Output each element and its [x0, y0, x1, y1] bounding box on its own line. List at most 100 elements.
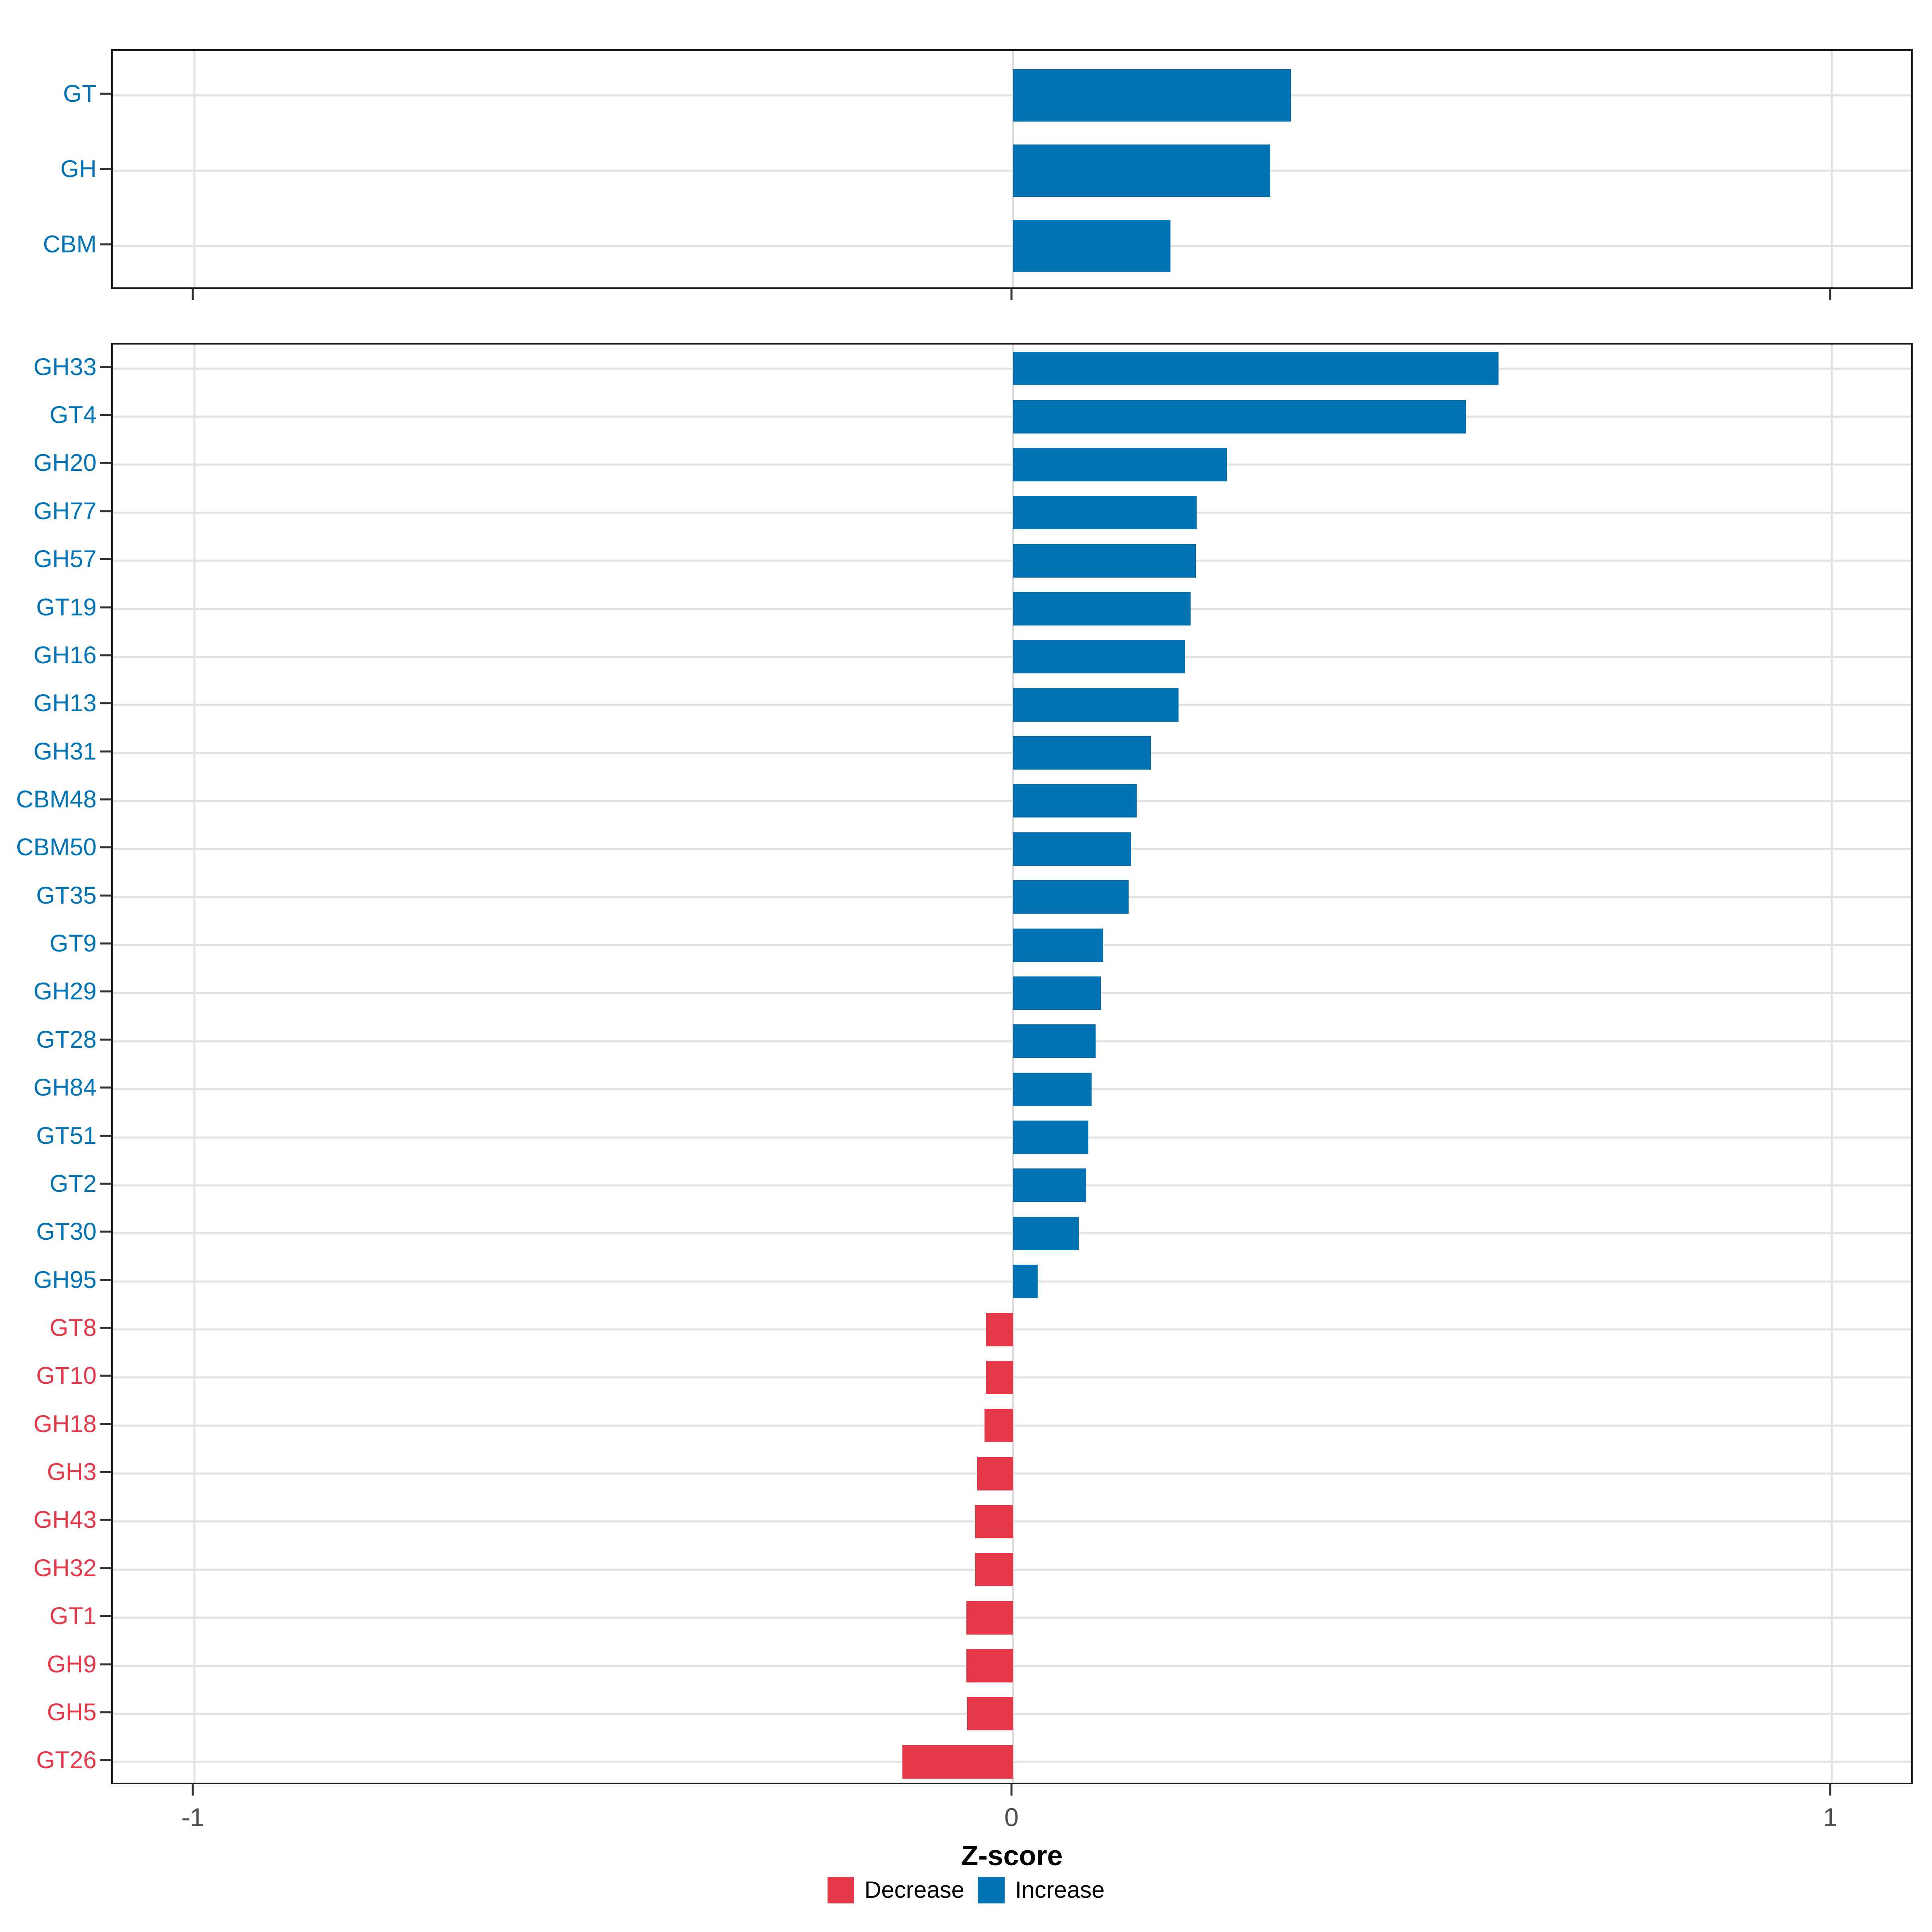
- y-tick-GH: [100, 168, 111, 170]
- row-label-GH: GH: [60, 155, 97, 182]
- gridline-row-GT35: [113, 896, 1911, 898]
- gridline-row-GT9: [113, 944, 1911, 946]
- bar-GT2: [1013, 1168, 1086, 1202]
- gridline-x-0: [1012, 345, 1014, 1783]
- bar-GH33: [1013, 352, 1499, 386]
- row-label-CBM: CBM: [43, 231, 97, 258]
- gridline-row-GH20: [113, 463, 1911, 466]
- row-label-GT19: GT19: [36, 593, 97, 621]
- row-label-CBM50: CBM50: [16, 834, 97, 861]
- row-label-GH32: GH32: [33, 1554, 97, 1581]
- row-label-GT35: GT35: [36, 881, 97, 909]
- row-label-GT10: GT10: [36, 1362, 97, 1389]
- gridline-row-GH31: [113, 752, 1911, 754]
- chart-legend: Decrease Increase: [0, 1877, 1932, 1903]
- y-tick-GT4: [100, 414, 111, 416]
- row-label-GH3: GH3: [47, 1458, 97, 1486]
- bar-GT26: [902, 1745, 1013, 1779]
- y-tick-GT26: [100, 1759, 111, 1761]
- y-tick-GT8: [100, 1327, 111, 1329]
- y-tick-GH13: [100, 702, 111, 704]
- bar-GH13: [1013, 688, 1179, 722]
- row-label-GH43: GH43: [33, 1506, 97, 1534]
- gridline-row-GH95: [113, 1280, 1911, 1283]
- bar-GT28: [1013, 1024, 1096, 1058]
- gridline-row-GH29: [113, 992, 1911, 994]
- row-label-GH33: GH33: [33, 353, 97, 380]
- bar-GH16: [1013, 640, 1185, 674]
- bar-GH57: [1013, 544, 1196, 578]
- top-panel: [111, 49, 1913, 289]
- x-tick-label-0: 0: [1004, 1803, 1019, 1832]
- bar-GH31: [1013, 736, 1151, 770]
- bar-GH29: [1013, 976, 1101, 1010]
- y-tick-GT10: [100, 1375, 111, 1377]
- bar-GH9: [966, 1649, 1013, 1683]
- row-label-GH18: GH18: [33, 1410, 97, 1437]
- gridline-row-GT30: [113, 1232, 1911, 1234]
- bar-CBM48: [1013, 784, 1137, 818]
- x-tick-bottom-1: [1829, 1784, 1831, 1796]
- row-label-GT4: GT4: [50, 401, 97, 429]
- y-tick-GT30: [100, 1230, 111, 1233]
- row-label-GH5: GH5: [47, 1698, 97, 1726]
- y-tick-GH33: [100, 366, 111, 368]
- row-label-GT28: GT28: [36, 1026, 97, 1053]
- bar-CBM: [1013, 220, 1170, 272]
- y-tick-GT9: [100, 942, 111, 945]
- y-tick-GT35: [100, 894, 111, 897]
- bar-GT10: [986, 1360, 1013, 1394]
- gridline-row-GT4: [113, 415, 1911, 418]
- y-tick-GH57: [100, 558, 111, 560]
- row-label-GT1: GT1: [50, 1602, 97, 1630]
- gridline-row-GT19: [113, 608, 1911, 610]
- gridline-row-GT: [113, 94, 1911, 97]
- y-tick-GT1: [100, 1615, 111, 1617]
- gridline-row-GH13: [113, 704, 1911, 706]
- bar-CBM50: [1013, 832, 1131, 866]
- gridline-row-GH77: [113, 512, 1911, 514]
- y-tick-GH95: [100, 1279, 111, 1281]
- x-axis-title: Z-score: [961, 1840, 1063, 1871]
- row-label-CBM48: CBM48: [16, 785, 97, 813]
- y-tick-GH3: [100, 1471, 111, 1473]
- row-label-GT2: GT2: [50, 1170, 97, 1197]
- gridline-row-CBM: [113, 245, 1911, 247]
- y-tick-GT: [100, 93, 111, 95]
- bar-GH95: [1013, 1265, 1038, 1298]
- row-label-GH29: GH29: [33, 978, 97, 1005]
- y-tick-GT2: [100, 1183, 111, 1185]
- bar-GT: [1013, 69, 1291, 122]
- y-tick-GH16: [100, 654, 111, 656]
- y-tick-GT51: [100, 1135, 111, 1137]
- bar-GT51: [1013, 1121, 1089, 1154]
- gridline-x-1: [1831, 51, 1833, 287]
- legend-swatch-increase: [978, 1877, 1005, 1903]
- row-label-GH95: GH95: [33, 1266, 97, 1293]
- y-tick-GT19: [100, 606, 111, 609]
- legend-item-decrease: Decrease: [827, 1877, 964, 1903]
- y-tick-GH18: [100, 1423, 111, 1425]
- row-label-GH84: GH84: [33, 1074, 97, 1101]
- row-label-GH57: GH57: [33, 545, 97, 573]
- row-label-GT30: GT30: [36, 1218, 97, 1245]
- y-tick-CBM48: [100, 798, 111, 801]
- gridline-row-GH33: [113, 367, 1911, 370]
- legend-label-increase: Increase: [1015, 1877, 1105, 1903]
- bar-GT35: [1013, 880, 1129, 914]
- bar-GH3: [977, 1457, 1013, 1490]
- row-label-GT26: GT26: [36, 1746, 97, 1774]
- bar-GH18: [984, 1409, 1013, 1443]
- x-tick-label-1: 1: [1823, 1803, 1837, 1832]
- bar-GH84: [1013, 1072, 1092, 1106]
- gridline-row-GH16: [113, 656, 1911, 658]
- gridline-row-GT2: [113, 1184, 1911, 1187]
- gridline-x--1: [193, 51, 196, 287]
- y-tick-GH43: [100, 1519, 111, 1521]
- x-tick-top-1: [1829, 289, 1831, 300]
- bar-GT9: [1013, 928, 1103, 962]
- bar-GH32: [975, 1553, 1013, 1587]
- y-tick-GH9: [100, 1663, 111, 1666]
- x-tick-top--1: [192, 289, 194, 300]
